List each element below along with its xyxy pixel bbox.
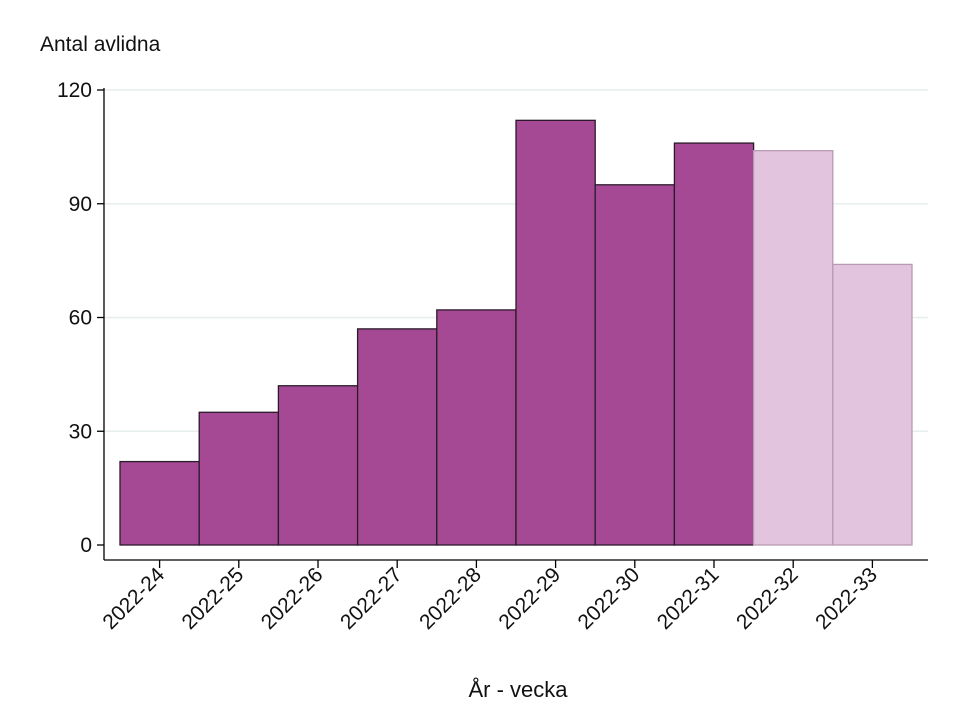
x-tick-label: 2022-27: [336, 563, 407, 634]
x-tick-label: 2022-25: [178, 563, 249, 634]
x-tick-label: 2022-24: [98, 563, 169, 634]
y-tick-label: 0: [80, 534, 92, 557]
y-tick-label: 30: [69, 420, 92, 443]
bar-2022-29: [515, 119, 596, 546]
x-tick-label: 2022-30: [574, 563, 645, 634]
x-tick-label: 2022-29: [494, 563, 565, 634]
y-tick-label: 60: [69, 307, 92, 330]
x-tick-label: 2022-31: [653, 563, 724, 634]
bar-2022-31: [673, 142, 755, 546]
x-axis-title: År - vecka: [468, 677, 568, 702]
bar-2022-26: [277, 385, 359, 546]
y-tick-label: 120: [57, 79, 92, 102]
bar-2022-28: [436, 309, 517, 546]
x-tick-label: 2022-26: [257, 563, 328, 634]
bar-2022-24: [119, 460, 200, 546]
bar-2022-32: [752, 150, 834, 546]
x-tick-label: 2022-33: [811, 563, 882, 634]
x-tick-label: 2022-32: [732, 563, 803, 634]
bar-2022-33: [832, 263, 913, 546]
y-tick-label: 90: [69, 193, 92, 216]
bar-2022-27: [356, 328, 438, 546]
y-axis-title: Antal avlidna: [40, 33, 161, 56]
bar-2022-30: [594, 184, 676, 546]
bar-2022-25: [198, 411, 280, 546]
x-tick-label: 2022-28: [415, 563, 486, 634]
